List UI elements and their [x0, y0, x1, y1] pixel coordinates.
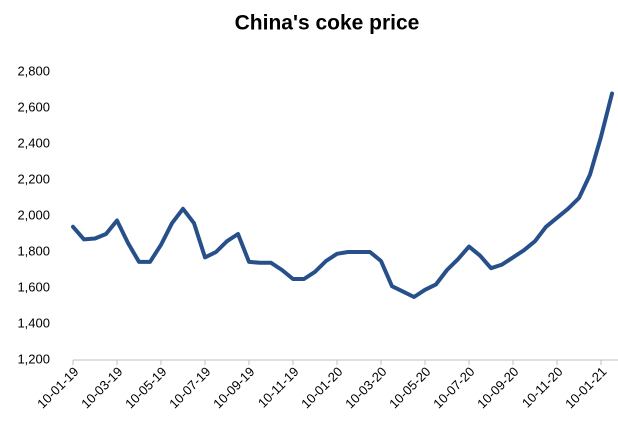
x-tick-label: 10-03-19: [78, 364, 125, 411]
x-tick-label: 10-11-20: [519, 364, 566, 411]
y-tick-label: 2,800: [17, 63, 50, 78]
y-tick-label: 1,600: [17, 279, 50, 294]
y-tick-label: 2,200: [17, 171, 50, 186]
x-tick-label: 10-05-19: [122, 364, 169, 411]
x-tick-label: 10-03-20: [342, 364, 389, 411]
x-tick-label: 10-01-20: [298, 364, 345, 411]
y-tick-label: 2,600: [17, 99, 50, 114]
y-tick-label: 2,000: [17, 207, 50, 222]
x-tick-label: 10-07-20: [430, 364, 477, 411]
y-tick-label: 1,400: [17, 315, 50, 330]
x-tick-label: 10-11-19: [255, 364, 302, 411]
line: [71, 91, 614, 299]
y-tick-label: 2,400: [17, 135, 50, 150]
x-tick-label: 10-09-19: [210, 364, 257, 411]
x-tick-label: 10-09-20: [474, 364, 521, 411]
y-tick-label: 1,200: [17, 351, 50, 366]
chart-title: China's coke price: [235, 12, 420, 35]
x-tick-label: 10-01-19: [34, 364, 81, 411]
x-tick-label: 10-01-21: [562, 364, 609, 411]
y-tick-label: 1,800: [17, 243, 50, 258]
x-tick-label: 10-07-19: [166, 364, 213, 411]
x-tick-label: 10-05-20: [386, 364, 433, 411]
